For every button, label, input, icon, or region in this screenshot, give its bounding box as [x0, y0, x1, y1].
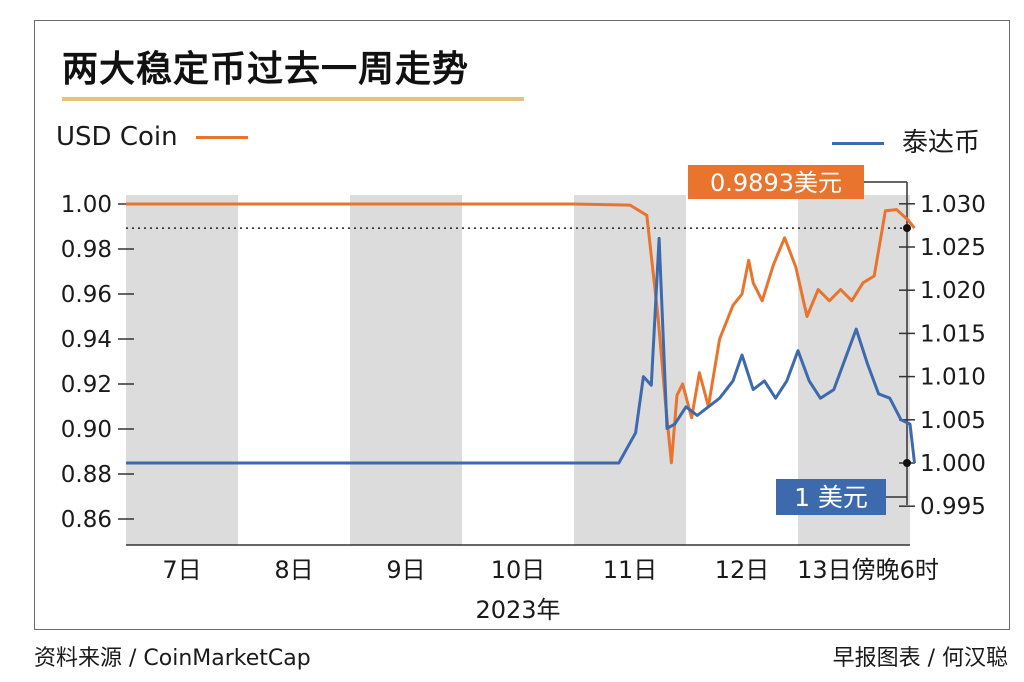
left-tick-label: 0.92	[61, 372, 112, 398]
right-tick-label: 1.020	[920, 278, 986, 304]
legend-usdc-swatch	[195, 136, 248, 139]
left-tick-label: 0.98	[61, 237, 112, 263]
right-tick-label: 1.000	[920, 451, 986, 477]
usdc-end-dot	[903, 224, 911, 233]
right-tick-label: 0.995	[920, 494, 986, 520]
day-band-4	[574, 195, 686, 545]
series-line-usdc	[126, 202, 916, 465]
legend-usdc-label: USD Coin	[56, 122, 178, 152]
credit-note: 早报图表 / 何汉聪	[832, 646, 1008, 671]
usdt-end-dot	[903, 459, 911, 467]
x-tick-label: 8日	[274, 556, 313, 584]
x-tick-label: 9日	[386, 556, 425, 584]
x-tick-label: 12日	[715, 556, 770, 584]
legend-usdt-swatch	[831, 142, 884, 145]
legend-usdc: USD Coin	[56, 122, 258, 152]
right-tick-label: 1.015	[920, 321, 986, 347]
x-tick-label: 13日傍晚6时	[797, 556, 939, 584]
left-tick-label: 1.00	[61, 192, 112, 218]
right-tick-label: 1.025	[920, 235, 986, 261]
left-tick-label: 0.96	[61, 282, 112, 308]
usdt-callout-label: 1 美元	[794, 483, 868, 512]
x-tick-label: 10日	[491, 556, 546, 584]
chart-frame	[34, 20, 1010, 630]
legend-usdt: 泰达币	[822, 122, 980, 159]
left-tick-label: 0.86	[61, 507, 112, 533]
usdt-callout-box	[776, 479, 886, 515]
usdc-callout-label: 0.9893美元	[710, 169, 842, 197]
left-tick-label: 0.90	[61, 417, 112, 443]
right-tick-label: 1.010	[920, 365, 986, 391]
x-tick-label: 7日	[162, 556, 201, 584]
right-tick-label: 1.030	[920, 192, 986, 218]
left-tick-label: 0.88	[61, 462, 112, 488]
day-band-0	[126, 195, 238, 545]
day-band-2	[350, 195, 462, 545]
right-tick-label: 1.005	[920, 408, 986, 434]
x-axis-label: 2023年	[475, 596, 560, 624]
chart-title: 两大稳定币过去一周走势	[62, 49, 470, 90]
x-tick-label: 11日	[603, 556, 658, 584]
series-line-usdt	[126, 236, 916, 465]
legend-usdt-label: 泰达币	[901, 128, 980, 158]
source-note: 资料来源 / CoinMarketCap	[34, 646, 311, 671]
title-underline	[62, 97, 524, 101]
left-tick-label: 0.94	[61, 327, 112, 353]
usdc-callout-box	[688, 165, 864, 199]
